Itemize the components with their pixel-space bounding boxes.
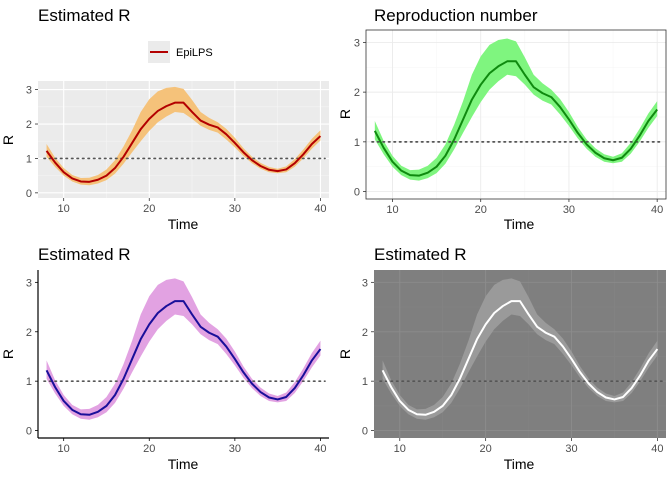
chart-panel-4: Estimated R 10 20 30 40 0 1 2 3 Time R (337, 245, 666, 472)
estimate-line (381, 300, 659, 416)
chart-panel-3: Estimated R 10 20 30 40 0 1 2 3 Time R (0, 245, 329, 472)
y-tick-label: 1 (354, 137, 360, 149)
y-tick-label: 3 (26, 85, 32, 97)
x-tick-label: 40 (314, 443, 326, 455)
x-tick-label: 30 (563, 204, 575, 216)
y-tick-label: 1 (26, 153, 32, 165)
x-tick-label: 40 (651, 204, 663, 216)
y-tick-label: 3 (362, 277, 368, 289)
chart-panel-1: Estimated R 10 20 30 40 0 1 2 3 Time R EpiLPS (0, 6, 329, 232)
legend: EpiLPS (148, 41, 213, 63)
x-tick-label: 30 (229, 203, 241, 215)
y-tick-label: 3 (354, 37, 360, 49)
x-tick-label: 20 (143, 443, 155, 455)
y-tick-label: 0 (26, 188, 32, 200)
x-tick-label: 40 (651, 443, 663, 455)
y-tick-label: 1 (362, 376, 368, 388)
y-tick-label: 0 (26, 426, 32, 438)
y-tick-label: 1 (26, 376, 32, 388)
panel-title: Estimated R (38, 6, 131, 25)
y-axis-title: R (0, 135, 16, 145)
y-tick-label: 3 (26, 277, 32, 289)
legend-label: EpiLPS (176, 47, 213, 59)
x-axis-title: Time (504, 456, 535, 472)
x-tick-label: 10 (58, 443, 70, 455)
y-tick-label: 2 (354, 87, 360, 99)
x-tick-label: 10 (394, 443, 406, 455)
estimate-line (373, 60, 658, 177)
estimate-line (45, 300, 322, 416)
x-tick-label: 30 (565, 443, 577, 455)
x-tick-label: 10 (58, 203, 70, 215)
chart-panel-2: Reproduction number 10 20 30 40 0 1 2 3 Time R (337, 6, 667, 232)
panel-title: Estimated R (38, 245, 131, 264)
x-tick-label: 20 (475, 204, 487, 216)
y-axis-title: R (0, 349, 16, 359)
y-tick-label: 0 (362, 426, 368, 438)
x-axis-title: Time (168, 216, 199, 232)
x-tick-label: 30 (229, 443, 241, 455)
plot-border (365, 29, 667, 200)
x-axis-title: Time (504, 216, 535, 232)
y-tick-label: 2 (26, 119, 32, 131)
x-tick-label: 20 (143, 203, 155, 215)
y-tick-label: 0 (354, 187, 360, 199)
y-axis-title: R (337, 109, 353, 119)
y-axis-title: R (337, 349, 353, 359)
x-tick-label: 20 (480, 443, 492, 455)
x-axis-title: Time (168, 456, 199, 472)
y-tick-label: 2 (26, 327, 32, 339)
x-tick-label: 10 (386, 204, 398, 216)
x-tick-label: 40 (314, 203, 326, 215)
y-tick-label: 2 (362, 327, 368, 339)
estimate-line (45, 101, 322, 183)
panel-title: Estimated R (374, 245, 467, 264)
panel-title: Reproduction number (374, 6, 538, 25)
